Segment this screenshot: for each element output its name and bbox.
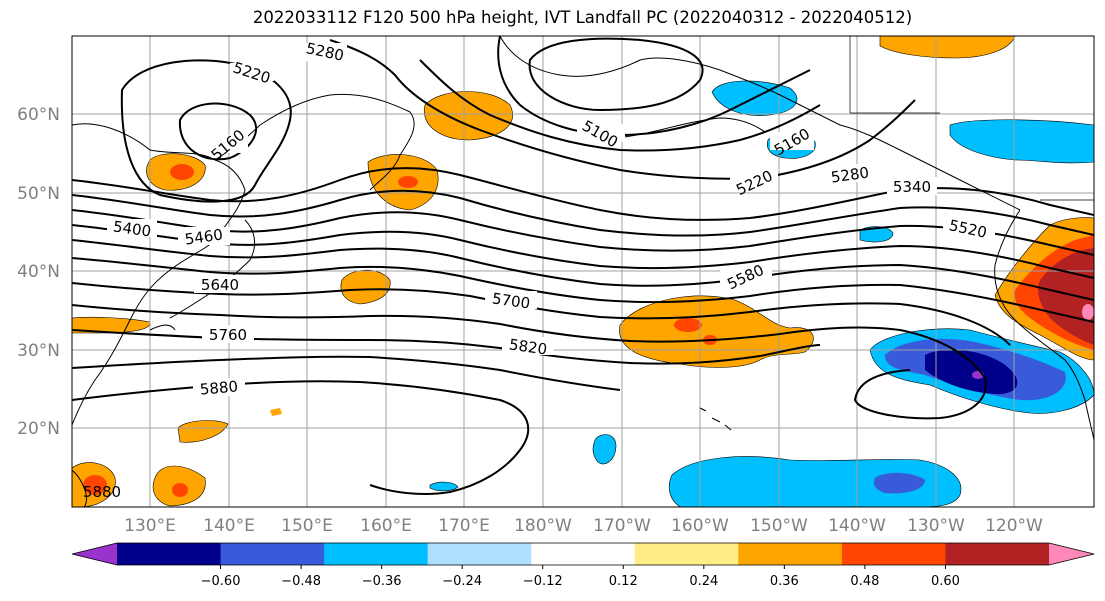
colorbar-tick-label: −0.48 bbox=[281, 574, 321, 589]
lat-label: 40°N bbox=[17, 262, 60, 282]
lon-label: 120°W bbox=[985, 516, 1043, 536]
borders bbox=[849, 36, 1094, 201]
colorbar: −0.60 −0.48 −0.36 −0.24 −0.12 0.12 0.24 0.36 0.4… bbox=[71, 542, 1095, 589]
colorbar-extend-low bbox=[72, 543, 117, 565]
contour-label: 5460 bbox=[184, 225, 224, 248]
contour-label: 5880 bbox=[199, 377, 239, 398]
colorbar-outline bbox=[71, 542, 1095, 566]
colorbar-tick-label: −0.60 bbox=[201, 574, 241, 589]
contour-label: 5640 bbox=[201, 276, 239, 294]
colorbar-swatch bbox=[738, 543, 843, 565]
longitude-labels: 130°E 140°E 150°E 160°E 170°E 180°W 170°… bbox=[124, 516, 1043, 536]
contour-label: 5280 bbox=[830, 163, 870, 186]
lon-label: 130°E bbox=[124, 516, 176, 536]
colorbar-swatch bbox=[427, 543, 532, 565]
lon-label: 160°W bbox=[671, 516, 729, 536]
contour-label: 5400 bbox=[112, 217, 152, 240]
lon-label: 170°E bbox=[438, 516, 490, 536]
lon-label: 150°W bbox=[750, 516, 808, 536]
lat-label: 60°N bbox=[17, 105, 60, 125]
colorbar-swatch bbox=[841, 543, 946, 565]
colorbar-tick-label: −0.24 bbox=[442, 574, 482, 589]
lat-label: 20°N bbox=[17, 419, 60, 439]
lon-label: 140°E bbox=[203, 516, 255, 536]
colorbar-swatch bbox=[945, 543, 1050, 565]
height-contours bbox=[72, 36, 1094, 496]
lon-label: 170°W bbox=[593, 516, 651, 536]
graticule bbox=[72, 36, 1094, 507]
lat-label: 30°N bbox=[17, 341, 60, 361]
colorbar-swatch bbox=[117, 543, 222, 565]
colorbar-tick-label: −0.36 bbox=[362, 574, 402, 589]
lon-label: 150°E bbox=[281, 516, 333, 536]
lon-label: 140°W bbox=[828, 516, 886, 536]
lat-label: 50°N bbox=[17, 184, 60, 204]
contour-label: 5820 bbox=[508, 335, 548, 358]
map-title: 2022033112 F120 500 hPa height, IVT Land… bbox=[252, 8, 913, 27]
contour-label: 5700 bbox=[491, 289, 531, 312]
colorbar-tick-label: 0.48 bbox=[850, 574, 879, 589]
lon-label: 130°W bbox=[907, 516, 965, 536]
lon-label: 180°W bbox=[514, 516, 572, 536]
colorbar-swatch bbox=[324, 543, 429, 565]
colorbar-tick-label: 0.12 bbox=[609, 574, 638, 589]
lon-label: 160°E bbox=[360, 516, 412, 536]
colorbar-tick-label: 0.60 bbox=[931, 574, 960, 589]
colorbar-extend-high bbox=[1049, 543, 1094, 565]
contour-labels: 5280 5220 5160 5100 5160 5220 5280 5340 … bbox=[83, 39, 995, 501]
colorbar-swatch bbox=[220, 543, 325, 565]
colorbar-tick-label: 0.36 bbox=[770, 574, 799, 589]
contour-label: 5760 bbox=[209, 326, 247, 344]
contour-label: 5880 bbox=[83, 483, 121, 501]
contour-label: 5340 bbox=[893, 178, 931, 196]
colorbar-tick-label: −0.12 bbox=[523, 574, 563, 589]
map-frame bbox=[71, 35, 1095, 508]
latitude-labels: 60°N 50°N 40°N 30°N 20°N bbox=[17, 105, 60, 439]
colorbar-swatch bbox=[531, 543, 636, 565]
colorbar-swatch bbox=[634, 543, 739, 565]
colorbar-tick-label: 0.24 bbox=[689, 574, 718, 589]
